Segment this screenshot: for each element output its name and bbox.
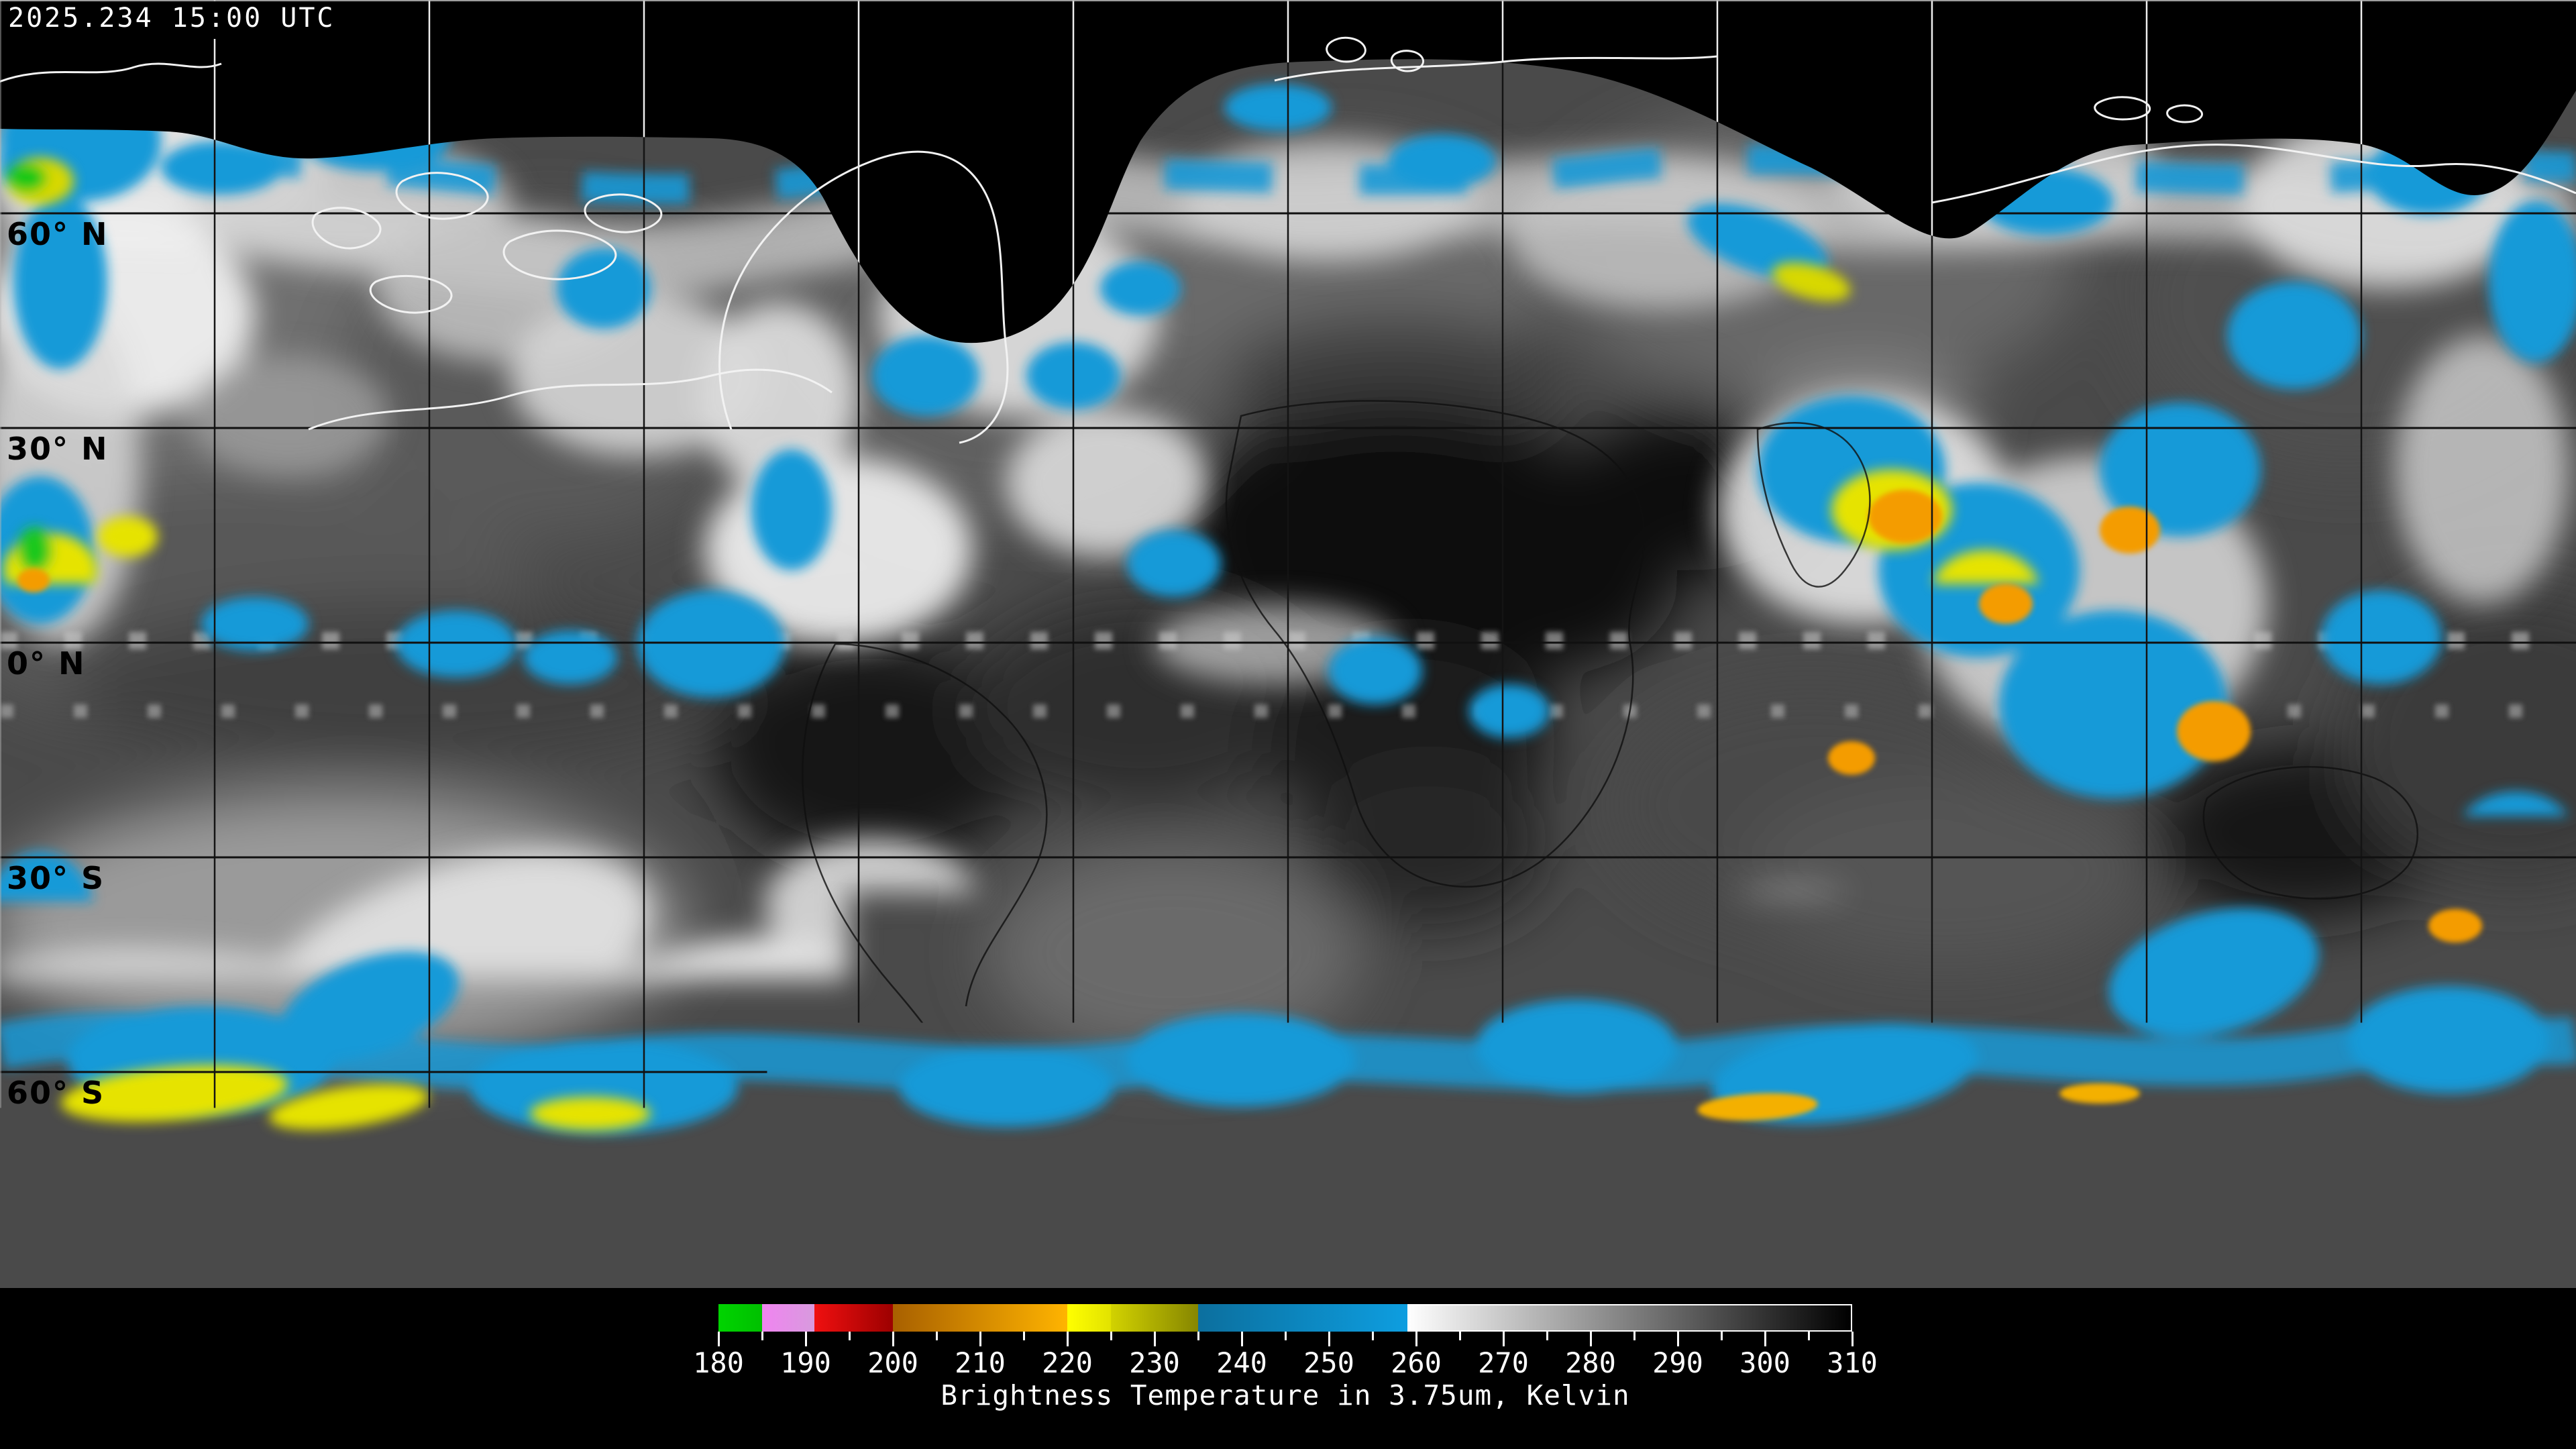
colorbar-segment (814, 1304, 893, 1332)
colorbar-tick (1851, 1332, 1854, 1346)
satellite-map (0, 0, 2576, 1288)
colorbar-tick (1197, 1332, 1199, 1340)
timestamp-label: 2025.234 15:00 UTC (3, 1, 344, 39)
frame-border-left (0, 0, 1, 1288)
colorbar-segment (1067, 1304, 1111, 1332)
latitude-label: 30° N (7, 433, 109, 464)
colorbar-segment (893, 1304, 1067, 1332)
colorbar-tick (1110, 1332, 1112, 1340)
colorbar-tick (1285, 1332, 1287, 1340)
colorbar-tick (1067, 1332, 1069, 1346)
colorbar-tick (1241, 1332, 1243, 1346)
colorbar-title: Brightness Temperature in 3.75um, Kelvin (718, 1379, 1852, 1411)
colorbar-tick (1764, 1332, 1766, 1346)
satellite-viewer: 2025.234 15:00 UTC 60° N 30° N 0° N 30° S 60… (0, 0, 2576, 1449)
colorbar-segment (1198, 1304, 1407, 1332)
colorbar-tick (1415, 1332, 1417, 1346)
colorbar-tick (892, 1332, 894, 1346)
colorbar-tick (1023, 1332, 1025, 1340)
colorbar-tick (1633, 1332, 1635, 1340)
colorbar-tick (1546, 1332, 1548, 1340)
colorbar-tick (849, 1332, 851, 1340)
colorbar-tick-label: 310 (1799, 1348, 1906, 1379)
colorbar-tick (805, 1332, 807, 1346)
colorbar-segment (1407, 1304, 1852, 1332)
latitude-label: 0° N (7, 648, 86, 679)
latitude-label: 30° S (7, 863, 105, 894)
colorbar-tick (1677, 1332, 1679, 1346)
colorbar-tick (936, 1332, 938, 1340)
colorbar-tick (979, 1332, 981, 1346)
colorbar-tick (761, 1332, 763, 1340)
colorbar-tick (718, 1332, 720, 1346)
colorbar-tick (1372, 1332, 1374, 1340)
colorbar-segment (718, 1304, 762, 1332)
colorbar-tick (1808, 1332, 1810, 1340)
colorbar-tick (1328, 1332, 1330, 1346)
latitude-label: 60° N (7, 219, 109, 250)
colorbar-tick (1721, 1332, 1723, 1340)
colorbar-tick (1459, 1332, 1461, 1340)
colorbar-segment (762, 1304, 814, 1332)
colorbar-tick (1503, 1332, 1505, 1346)
satellite-imagery (0, 0, 2576, 1288)
latitude-label: 60° S (7, 1077, 105, 1108)
colorbar (718, 1304, 1852, 1332)
frame-border-top (0, 0, 2576, 1)
colorbar-tick (1154, 1332, 1156, 1346)
colorbar-segment (1111, 1304, 1198, 1332)
colorbar-tick (1590, 1332, 1592, 1346)
